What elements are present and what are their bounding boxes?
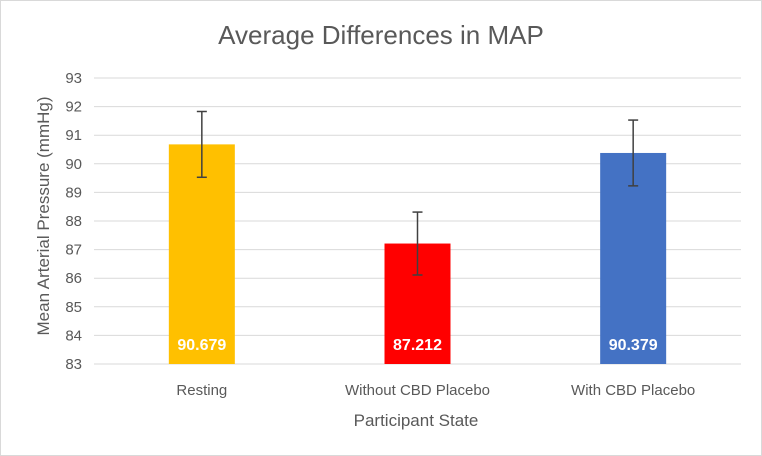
y-tick-label: 86 xyxy=(65,270,82,287)
y-tick-label: 91 xyxy=(65,127,82,144)
data-label: 90.379 xyxy=(609,337,658,354)
y-tick-label: 90 xyxy=(65,156,82,173)
y-axis-ticks: 83 84 85 86 87 88 89 90 91 92 93 xyxy=(65,70,82,373)
error-bars xyxy=(196,110,639,276)
y-tick-label: 88 xyxy=(65,213,82,230)
y-tick-label: 85 xyxy=(65,299,82,316)
x-category-label: With CBD Placebo xyxy=(571,382,695,399)
x-category-label: Without CBD Placebo xyxy=(345,382,490,399)
y-tick-label: 87 xyxy=(65,242,82,259)
y-tick-label: 83 xyxy=(65,356,82,373)
x-category-label: Resting xyxy=(176,382,227,399)
y-tick-label: 89 xyxy=(65,184,82,201)
y-axis-title: Mean Arterial Pressure (mmHg) xyxy=(34,96,53,335)
chart-title: Average Differences in MAP xyxy=(218,20,544,50)
data-label: 87.212 xyxy=(393,337,442,354)
data-label: 90.679 xyxy=(177,337,226,354)
y-tick-label: 93 xyxy=(65,70,82,87)
bar-2 xyxy=(600,152,667,364)
y-tick-label: 92 xyxy=(65,99,82,116)
y-tick-label: 84 xyxy=(65,327,82,344)
bars xyxy=(168,144,667,364)
x-axis-title: Participant State xyxy=(354,411,479,430)
x-axis-categories: Resting Without CBD Placebo With CBD Place… xyxy=(176,382,695,399)
bar-0 xyxy=(168,144,235,364)
data-labels: 90.679 87.212 90.379 xyxy=(177,337,657,354)
